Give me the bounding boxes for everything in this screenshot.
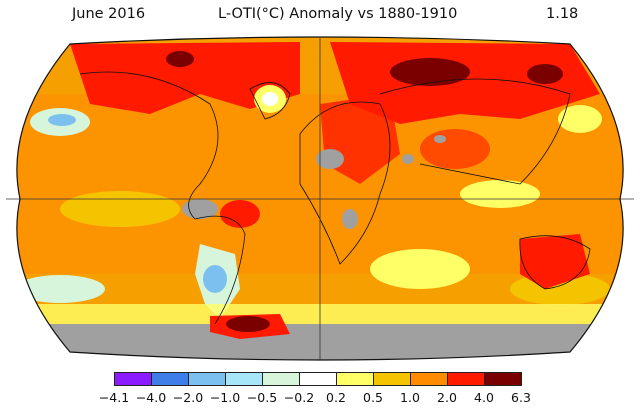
very-hot-siberia [390,58,470,86]
legend-swatch [336,372,374,386]
global-mean-value: 1.18 [546,6,579,22]
missing-sahara [316,149,344,169]
neutral-greenland [262,92,278,106]
coast-asia [379,78,571,185]
globe-outline [16,36,624,361]
legend-swatch [225,372,263,386]
map-title: L-OTI(°C) Anomaly vs 1880-1910 [218,6,458,22]
coast-north-america [79,71,219,220]
period-label: June 2016 [72,6,146,22]
legend-tick-label: 1.0 [400,390,420,405]
very-hot-east-siberia [527,64,563,84]
mild-west-pacific [460,180,540,208]
legend-swatch [114,372,152,386]
legend-tick-label: 0.2 [326,390,346,405]
coastlines [79,71,591,325]
hot-brazil [220,200,260,228]
cool-south-pacific [16,275,105,303]
legend-swatch [299,372,337,386]
hot-north-america [70,42,300,114]
legend-swatch [484,372,522,386]
legend-tick-label: −2.0 [172,390,204,405]
color-legend: −4.1 −4.0 −2.0 −1.0 −0.5 −0.2 0.2 0.5 1.0 2.0 4.0 6… [0,372,640,416]
legend-swatch [188,372,226,386]
very-hot-weddell [226,316,270,332]
legend-tick-label: 2.0 [437,390,457,405]
legend-tick-label: −1.0 [209,390,241,405]
legend-swatch [262,372,300,386]
coast-australia [519,235,591,290]
header: June 2016 L-OTI(°C) Anomaly vs 1880-1910… [0,4,640,26]
legend-tick-label: −4.0 [135,390,167,405]
hot-siberia [330,42,600,124]
hot-australia [520,234,590,289]
missing-asia [434,135,446,143]
missing-arabia [402,154,414,164]
legend-tick-label: 4.0 [474,390,494,405]
missing-central-africa [342,209,358,229]
legend-swatch [151,372,189,386]
legend-tick-label: 6.3 [511,390,531,405]
legend-tick-label: 0.5 [363,390,383,405]
legend-tick-label: −4.1 [98,390,130,405]
legend-swatch [410,372,448,386]
hot-central-asia [420,129,490,169]
legend-tick-label: −0.2 [283,390,315,405]
mild-indian-ocean [370,249,470,289]
coast-greenland [249,82,291,120]
coast-africa-europe [299,101,391,265]
warm-east-pacific [60,191,180,227]
very-hot-canada [166,51,194,67]
legend-swatch [447,372,485,386]
coast-south-america [194,215,246,325]
anomaly-map [0,34,640,364]
legend-swatch [373,372,411,386]
legend-tick-label: −0.5 [246,390,278,405]
cold-south-america [203,265,227,293]
map-canvas [6,36,634,361]
mild-north-pacific [558,105,602,133]
cold-alaska-sea [48,114,76,126]
